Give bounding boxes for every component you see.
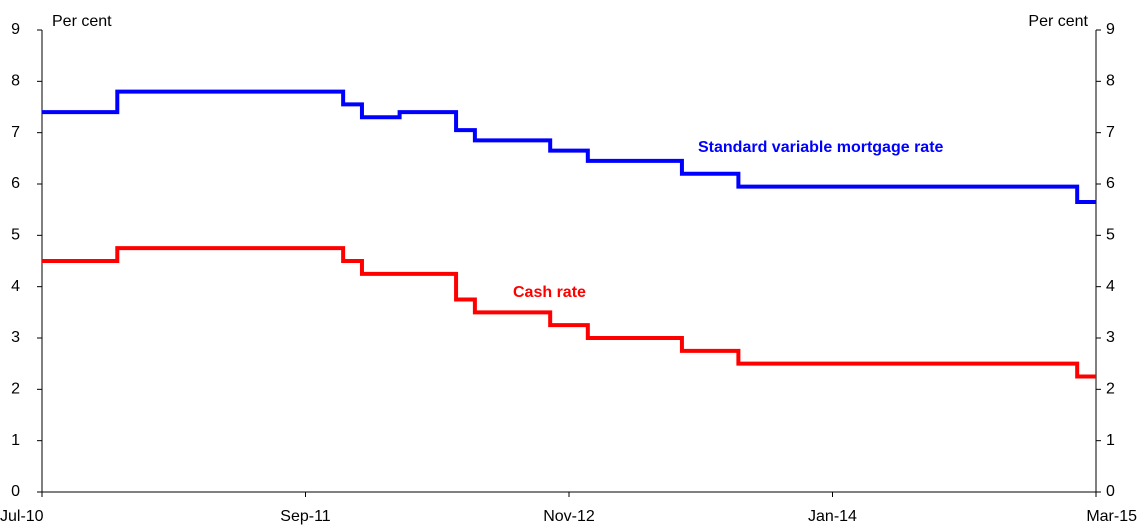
y-axis-label: Per cent [52,13,112,30]
y-tick-label: 5 [11,227,20,244]
y2-tick-label: 2 [1106,381,1115,398]
y2-tick-label: 4 [1106,278,1115,295]
y2-tick-label: 3 [1106,329,1115,346]
y-tick-label: 4 [11,278,20,295]
x-tick-label: Jan-14 [808,508,857,525]
y-tick-label: 7 [11,124,20,141]
y2-tick-label: 8 [1106,73,1115,90]
x-tick-label: Nov-12 [543,508,595,525]
y-tick-label: 0 [11,483,20,500]
y2-tick-label: 0 [1106,483,1115,500]
y-tick-label: 1 [11,432,20,449]
y-tick-label: 8 [11,73,20,90]
series-line [42,246,1096,379]
y-tick-label: 3 [11,329,20,346]
series-label: Cash rate [513,284,586,301]
y-tick-label: 2 [11,381,20,398]
y2-tick-label: 9 [1106,21,1115,38]
y2-tick-label: 6 [1106,175,1115,192]
y2-tick-label: 5 [1106,227,1115,244]
y2-axis-label: Per cent [1028,13,1088,30]
x-tick-label: Mar-15 [1086,508,1137,525]
x-tick-label: Jul-10 [0,508,44,525]
series-line [42,89,1096,204]
y2-tick-label: 1 [1106,432,1115,449]
y-tick-label: 9 [11,21,20,38]
x-tick-label: Sep-11 [280,508,331,525]
series-label: Standard variable mortgage rate [698,139,944,156]
y-tick-label: 6 [11,175,20,192]
y2-tick-label: 7 [1106,124,1115,141]
